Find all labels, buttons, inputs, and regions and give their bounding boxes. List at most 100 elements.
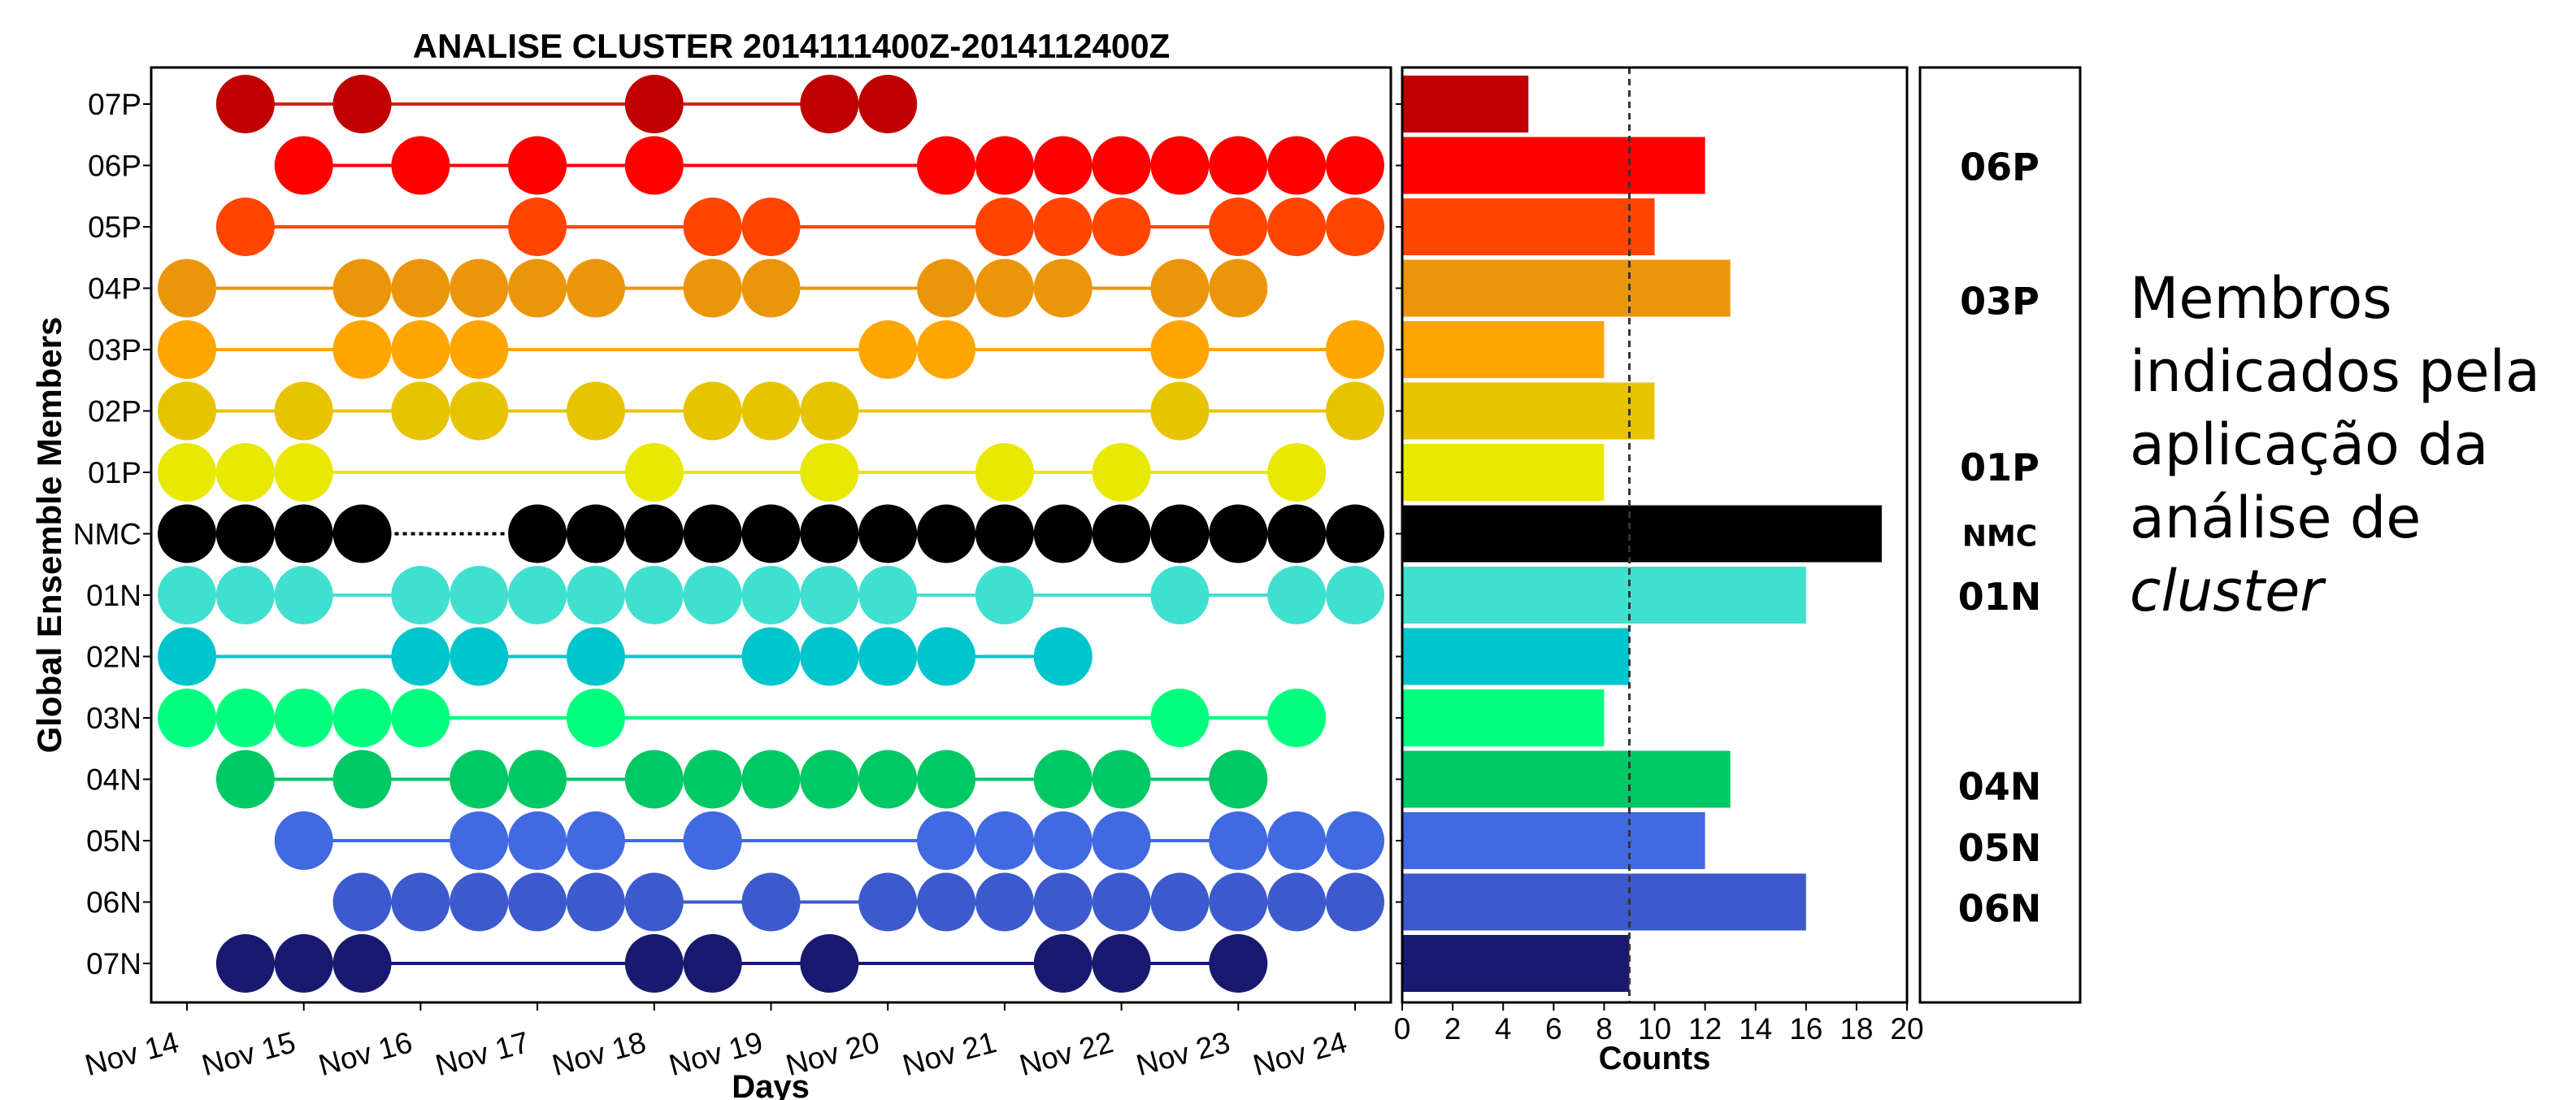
member-dot-06p <box>391 136 450 195</box>
member-dot-07n <box>624 934 684 993</box>
count-bar-03n <box>1402 689 1605 746</box>
member-dot-06p <box>1326 136 1384 195</box>
member-dot-06p <box>1209 136 1268 195</box>
member-dot-01n <box>215 566 275 624</box>
member-dot-01n <box>566 566 625 624</box>
member-dot-04p <box>508 259 567 318</box>
y-tick-label: 02P <box>88 395 141 428</box>
member-dot-05p <box>508 198 567 256</box>
bar-x-tick-label: 18 <box>1840 1012 1873 1046</box>
member-dot-03n <box>1267 689 1327 747</box>
member-dot-04p <box>741 259 801 318</box>
member-dot-01n <box>975 566 1034 624</box>
member-dot-02p <box>158 381 216 441</box>
member-dot-03n <box>1150 689 1210 747</box>
member-dot-04n <box>1092 750 1151 809</box>
chart-title: ANALISE CLUSTER 2014111400Z-2014112400Z <box>413 27 1171 65</box>
count-bar-07p <box>1402 76 1529 133</box>
member-dot-02p <box>683 381 742 441</box>
member-dot-06n <box>858 872 918 932</box>
member-dot-07p <box>332 75 392 133</box>
member-dot-02n <box>917 627 976 686</box>
member-dot-01n <box>1326 566 1384 624</box>
member-dot-01n <box>274 566 333 624</box>
member-dot-06n <box>1326 872 1384 932</box>
y-tick-label: 01N <box>86 579 141 612</box>
y-tick-label: 06N <box>86 886 141 920</box>
member-dot-06n <box>1267 872 1327 932</box>
member-dot-07n <box>683 934 742 993</box>
count-bar-07n <box>1402 935 1630 992</box>
count-bar-03p <box>1402 321 1605 378</box>
member-dot-06p <box>1150 136 1210 195</box>
y-tick-label: 06P <box>88 150 141 183</box>
member-dot-03n <box>391 689 450 747</box>
member-dot-04p <box>391 259 450 318</box>
member-dot-07n <box>1209 934 1268 993</box>
member-dot-02n <box>800 627 859 686</box>
member-dot-01n <box>508 566 567 624</box>
x-tick-label: Nov 14 <box>81 1025 182 1082</box>
member-dot-03p <box>1326 320 1384 379</box>
member-dot-04n <box>215 750 275 809</box>
annotation-line-2: indicados pela <box>2130 338 2540 405</box>
member-dot-07n <box>1092 934 1151 993</box>
member-dot-01p <box>1092 443 1151 502</box>
member-dot-02p <box>274 381 333 441</box>
member-dot-07p <box>624 75 684 133</box>
member-dot-05p <box>683 198 742 256</box>
member-dot-02n <box>391 627 450 686</box>
x-tick-label: Nov 17 <box>432 1025 532 1082</box>
member-dot-05n <box>917 811 976 870</box>
y-tick-label: 07N <box>86 947 141 980</box>
count-bar-nmc <box>1402 505 1882 563</box>
member-dot-06n <box>1209 872 1268 932</box>
member-dot-02p <box>1326 381 1384 441</box>
y-tick-label: 03N <box>86 702 141 735</box>
y-tick-label: NMC <box>73 518 141 551</box>
y-tick-label: 07P <box>88 88 141 121</box>
member-dot-03n <box>566 689 625 747</box>
y-tick-label: 02N <box>86 641 141 674</box>
member-dot-04n <box>624 750 684 809</box>
member-dot-nmc <box>158 504 216 563</box>
member-dot-06n <box>508 872 567 932</box>
member-dot-nmc <box>332 504 392 563</box>
y-tick-label: 05P <box>88 211 141 244</box>
member-dot-07p <box>800 75 859 133</box>
count-bar-06n <box>1402 873 1806 931</box>
member-dot-03n <box>215 689 275 747</box>
member-dot-04n <box>800 750 859 809</box>
member-dot-06n <box>624 872 684 932</box>
member-dot-02p <box>566 381 625 441</box>
member-dot-nmc <box>1092 504 1151 563</box>
member-dot-02p <box>391 381 450 441</box>
member-dot-07n <box>1033 934 1093 993</box>
member-dot-04p <box>1150 259 1210 318</box>
member-dot-03p <box>917 320 976 379</box>
bar-x-tick-label: 20 <box>1890 1012 1923 1046</box>
member-dot-06p <box>1267 136 1327 195</box>
counts-panel: 0 2 4 6 8 10 12 14 16 18 20 Counts <box>1394 66 1924 1076</box>
member-dot-06n <box>917 872 976 932</box>
member-dot-05n <box>1092 811 1151 870</box>
member-dot-04p <box>1209 259 1268 318</box>
member-dot-nmc <box>1150 504 1210 563</box>
member-dot-07p <box>215 75 275 133</box>
member-dot-nmc <box>800 504 859 563</box>
member-dot-nmc <box>1033 504 1093 563</box>
count-bar-02p <box>1402 382 1655 440</box>
timeline-panel: ANALISE CLUSTER 2014111400Z-2014112400Z 0… <box>30 27 1392 1100</box>
member-dot-01p <box>1267 443 1327 502</box>
member-dot-01n <box>1150 566 1210 624</box>
member-dot-nmc <box>624 504 684 563</box>
member-dot-01n <box>450 566 509 624</box>
member-dot-03p <box>158 320 216 379</box>
count-bar-06p <box>1402 137 1705 194</box>
selected-frame <box>1918 66 2082 1004</box>
member-dot-nmc <box>917 504 976 563</box>
member-dot-04p <box>332 259 392 318</box>
member-dot-04n <box>508 750 567 809</box>
member-dot-07n <box>215 934 275 993</box>
member-dot-05p <box>1267 198 1327 256</box>
